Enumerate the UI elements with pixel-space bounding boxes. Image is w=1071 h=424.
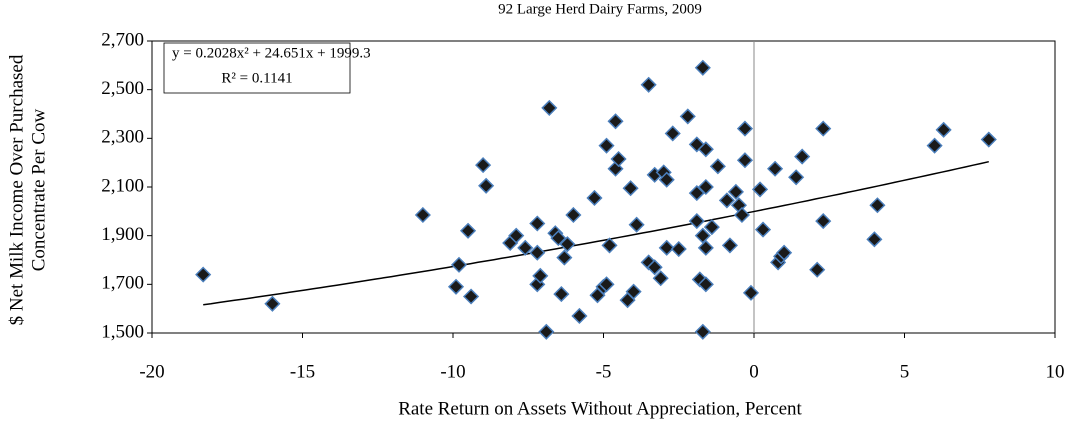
point bbox=[736, 120, 754, 137]
point bbox=[459, 222, 477, 239]
point bbox=[688, 213, 705, 230]
y-tick-label: 2,100 bbox=[101, 175, 144, 196]
point bbox=[586, 189, 603, 207]
point bbox=[869, 197, 886, 214]
y-tick-label: 2,700 bbox=[101, 29, 144, 50]
point bbox=[767, 160, 784, 177]
trendline bbox=[203, 160, 989, 306]
point bbox=[652, 270, 669, 287]
x-axis-label: Rate Return on Assets Without Appreciati… bbox=[398, 398, 802, 419]
point bbox=[776, 244, 793, 261]
x-tick-label: -10 bbox=[440, 361, 465, 382]
point bbox=[508, 227, 525, 244]
point bbox=[475, 157, 492, 174]
point bbox=[601, 237, 618, 254]
point bbox=[691, 271, 708, 288]
point bbox=[688, 136, 705, 153]
x-tick-label: -5 bbox=[596, 361, 612, 382]
point bbox=[598, 276, 615, 293]
point bbox=[688, 185, 705, 202]
x-tick-label: -15 bbox=[290, 361, 315, 382]
point bbox=[556, 249, 573, 266]
point bbox=[658, 239, 675, 256]
point bbox=[815, 213, 832, 230]
x-tick-label: 5 bbox=[900, 361, 910, 382]
point bbox=[718, 192, 735, 209]
equation-box bbox=[163, 42, 351, 94]
chart-title: 92 Large Herd Dairy Farms, 2009 bbox=[498, 1, 702, 17]
point bbox=[450, 256, 468, 273]
point bbox=[694, 323, 711, 340]
point bbox=[628, 216, 645, 233]
point bbox=[742, 284, 760, 301]
point bbox=[550, 230, 567, 247]
point bbox=[625, 283, 642, 300]
y-tick-label: 1,900 bbox=[101, 224, 144, 245]
x-tick-label: -20 bbox=[139, 361, 164, 382]
trendline-equation: y = 0.2028x² + 24.651x + 1999.3 bbox=[172, 45, 371, 61]
y-axis-label: $ Net Milk Income Over Purchased Concent… bbox=[6, 54, 49, 325]
point bbox=[414, 206, 431, 224]
point bbox=[532, 267, 549, 284]
point bbox=[607, 113, 624, 130]
point bbox=[721, 237, 738, 254]
point bbox=[697, 178, 714, 196]
point bbox=[926, 137, 943, 154]
point bbox=[727, 183, 745, 200]
point bbox=[610, 150, 627, 168]
y-tick-label: 1,500 bbox=[101, 321, 144, 342]
point bbox=[529, 215, 546, 232]
y-tick-label: 1,700 bbox=[101, 273, 144, 294]
y-tick-label: 2,500 bbox=[101, 78, 144, 99]
point bbox=[538, 323, 555, 340]
point bbox=[264, 295, 281, 312]
point bbox=[559, 236, 576, 253]
y-tick-label: 2,300 bbox=[101, 127, 144, 148]
point bbox=[598, 137, 615, 154]
trendline-r2: R² = 0.1141 bbox=[221, 70, 292, 86]
point bbox=[571, 307, 588, 325]
point bbox=[703, 219, 720, 236]
point bbox=[697, 276, 714, 293]
point bbox=[709, 158, 726, 175]
point bbox=[565, 206, 582, 224]
x-tick-label: 0 bbox=[749, 361, 759, 382]
point bbox=[751, 181, 769, 198]
point bbox=[980, 131, 997, 148]
point bbox=[809, 261, 826, 278]
point bbox=[541, 99, 558, 116]
point bbox=[794, 148, 811, 165]
y-axis-label-line: $ Net Milk Income Over Purchased bbox=[6, 54, 27, 325]
point bbox=[736, 152, 754, 169]
point bbox=[697, 141, 714, 158]
point bbox=[664, 125, 681, 142]
point bbox=[679, 108, 696, 125]
point bbox=[195, 266, 212, 283]
point bbox=[529, 244, 546, 261]
point bbox=[935, 121, 952, 138]
y-axis-label-line: Concentrate Per Cow bbox=[28, 108, 49, 271]
x-tick-label: 10 bbox=[1046, 361, 1065, 382]
point bbox=[622, 180, 639, 197]
point bbox=[447, 278, 465, 295]
point bbox=[670, 240, 687, 258]
point bbox=[694, 227, 711, 244]
point bbox=[788, 169, 805, 186]
point bbox=[733, 206, 751, 224]
point bbox=[694, 59, 711, 76]
point bbox=[754, 221, 772, 238]
point bbox=[866, 231, 883, 248]
point bbox=[517, 239, 534, 256]
point bbox=[462, 288, 480, 305]
point bbox=[697, 239, 714, 256]
point bbox=[646, 259, 663, 276]
point bbox=[640, 76, 657, 93]
point bbox=[658, 171, 675, 188]
point bbox=[553, 286, 570, 303]
point bbox=[478, 177, 495, 194]
point bbox=[815, 120, 832, 137]
